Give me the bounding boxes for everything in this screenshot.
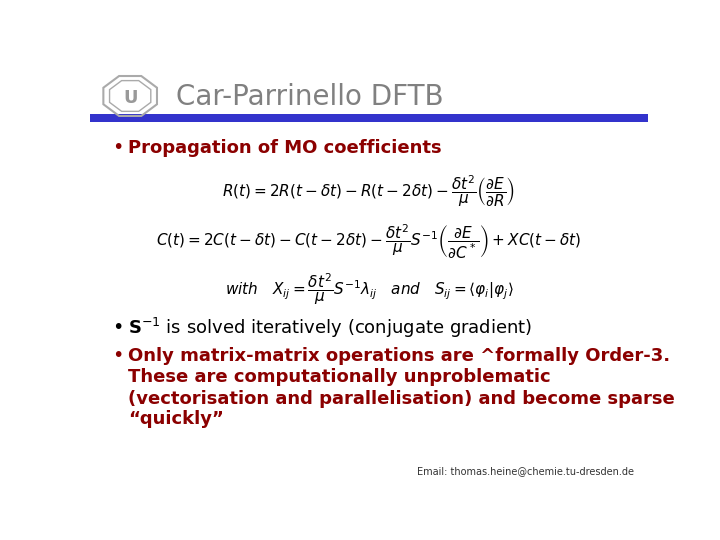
- Bar: [90, 114, 648, 122]
- Text: Only matrix-matrix operations are ^formally Order-3.: Only matrix-matrix operations are ^forma…: [128, 347, 670, 365]
- Text: •: •: [112, 138, 124, 158]
- Text: $R(t) = 2R(t-\delta t) - R(t-2\delta t) - \dfrac{\delta t^2}{\mu}\left(\dfrac{\p: $R(t) = 2R(t-\delta t) - R(t-2\delta t) …: [222, 174, 516, 210]
- Text: •: •: [112, 318, 124, 337]
- Text: (vectorisation and parallelisation) and become sparse: (vectorisation and parallelisation) and …: [128, 390, 675, 408]
- Text: U: U: [123, 89, 138, 106]
- Text: “quickly”: “quickly”: [128, 410, 224, 428]
- Text: $\mathbf{S}^{-1}$ is solved iteratively (conjugate gradient): $\mathbf{S}^{-1}$ is solved iteratively …: [128, 315, 532, 340]
- Text: •: •: [112, 346, 124, 366]
- Text: Email: thomas.heine@chemie.tu-dresden.de: Email: thomas.heine@chemie.tu-dresden.de: [417, 467, 634, 476]
- Text: These are computationally unproblematic: These are computationally unproblematic: [128, 368, 551, 387]
- Text: $C(t) = 2C(t-\delta t) - C(t-2\delta t) - \dfrac{\delta t^2}{\mu} S^{-1}\left(\d: $C(t) = 2C(t-\delta t) - C(t-2\delta t) …: [156, 222, 582, 261]
- Text: Car-Parrinello DFTB: Car-Parrinello DFTB: [176, 83, 444, 111]
- Text: Propagation of MO coefficients: Propagation of MO coefficients: [128, 139, 441, 157]
- Text: $\mathit{with} \quad X_{ij} = \dfrac{\delta t^2}{\mu} S^{-1}\lambda_{ij} \quad \: $\mathit{with} \quad X_{ij} = \dfrac{\de…: [225, 272, 513, 307]
